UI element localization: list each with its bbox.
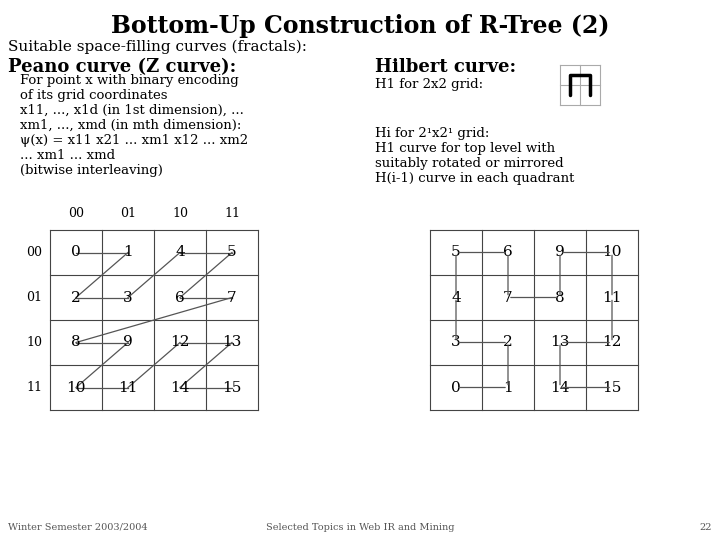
Text: 7: 7 xyxy=(503,291,513,305)
Text: 10: 10 xyxy=(172,207,188,220)
Text: xm1, ..., xmd (in mth dimension):: xm1, ..., xmd (in mth dimension): xyxy=(20,119,241,132)
Text: 13: 13 xyxy=(222,335,242,349)
Text: 10: 10 xyxy=(602,246,622,260)
Text: Bottom-Up Construction of R-Tree (2): Bottom-Up Construction of R-Tree (2) xyxy=(111,14,609,38)
Text: 9: 9 xyxy=(123,335,133,349)
Text: For point x with binary encoding: For point x with binary encoding xyxy=(20,74,239,87)
Text: 3: 3 xyxy=(451,335,461,349)
Text: 4: 4 xyxy=(451,291,461,305)
Text: Suitable space-filling curves (fractals):: Suitable space-filling curves (fractals)… xyxy=(8,40,307,55)
Text: 00: 00 xyxy=(68,207,84,220)
Text: of its grid coordinates: of its grid coordinates xyxy=(20,89,168,102)
Text: H1 curve for top level with: H1 curve for top level with xyxy=(375,142,555,155)
Text: 11: 11 xyxy=(224,207,240,220)
Text: x11, ..., x1d (in 1st dimension), ...: x11, ..., x1d (in 1st dimension), ... xyxy=(20,104,244,117)
Text: 12: 12 xyxy=(170,335,190,349)
Text: 14: 14 xyxy=(170,381,190,395)
Text: 5: 5 xyxy=(228,246,237,260)
Text: 15: 15 xyxy=(603,381,621,395)
Text: (bitwise interleaving): (bitwise interleaving) xyxy=(20,164,163,177)
Text: 7: 7 xyxy=(228,291,237,305)
Text: 2: 2 xyxy=(71,291,81,305)
Text: 6: 6 xyxy=(175,291,185,305)
Text: 10: 10 xyxy=(66,381,86,395)
Text: ... xm1 ... xmd: ... xm1 ... xmd xyxy=(20,149,115,162)
Text: Peano curve (Z curve):: Peano curve (Z curve): xyxy=(8,58,236,76)
Text: ψ(x) = x11 x21 ... xm1 x12 ... xm2: ψ(x) = x11 x21 ... xm1 x12 ... xm2 xyxy=(20,134,248,147)
Text: 1: 1 xyxy=(123,246,133,260)
Text: 11: 11 xyxy=(26,381,42,394)
Text: 15: 15 xyxy=(222,381,242,395)
Text: Hi for 2¹x2¹ grid:: Hi for 2¹x2¹ grid: xyxy=(375,127,490,140)
Text: H1 for 2x2 grid:: H1 for 2x2 grid: xyxy=(375,78,483,91)
Text: 13: 13 xyxy=(550,335,570,349)
Text: 11: 11 xyxy=(602,291,622,305)
Text: 22: 22 xyxy=(700,523,712,532)
Text: 00: 00 xyxy=(26,246,42,259)
Text: 5: 5 xyxy=(451,246,461,260)
Text: 0: 0 xyxy=(451,381,461,395)
Text: suitably rotated or mirrored: suitably rotated or mirrored xyxy=(375,157,564,170)
Text: 1: 1 xyxy=(503,381,513,395)
Text: 11: 11 xyxy=(118,381,138,395)
Text: Selected Topics in Web IR and Mining: Selected Topics in Web IR and Mining xyxy=(266,523,454,532)
Text: 3: 3 xyxy=(123,291,132,305)
Text: 14: 14 xyxy=(550,381,570,395)
Text: 9: 9 xyxy=(555,246,565,260)
Text: H(i-1) curve in each quadrant: H(i-1) curve in each quadrant xyxy=(375,172,575,185)
Text: 0: 0 xyxy=(71,246,81,260)
Text: 6: 6 xyxy=(503,246,513,260)
Text: 01: 01 xyxy=(120,207,136,220)
Text: 01: 01 xyxy=(26,291,42,304)
Text: 8: 8 xyxy=(555,291,564,305)
Text: Winter Semester 2003/2004: Winter Semester 2003/2004 xyxy=(8,523,148,532)
Text: 10: 10 xyxy=(26,336,42,349)
Text: Hilbert curve:: Hilbert curve: xyxy=(375,58,516,76)
Text: 8: 8 xyxy=(71,335,81,349)
Text: 2: 2 xyxy=(503,335,513,349)
Text: 12: 12 xyxy=(602,335,622,349)
Text: 4: 4 xyxy=(175,246,185,260)
